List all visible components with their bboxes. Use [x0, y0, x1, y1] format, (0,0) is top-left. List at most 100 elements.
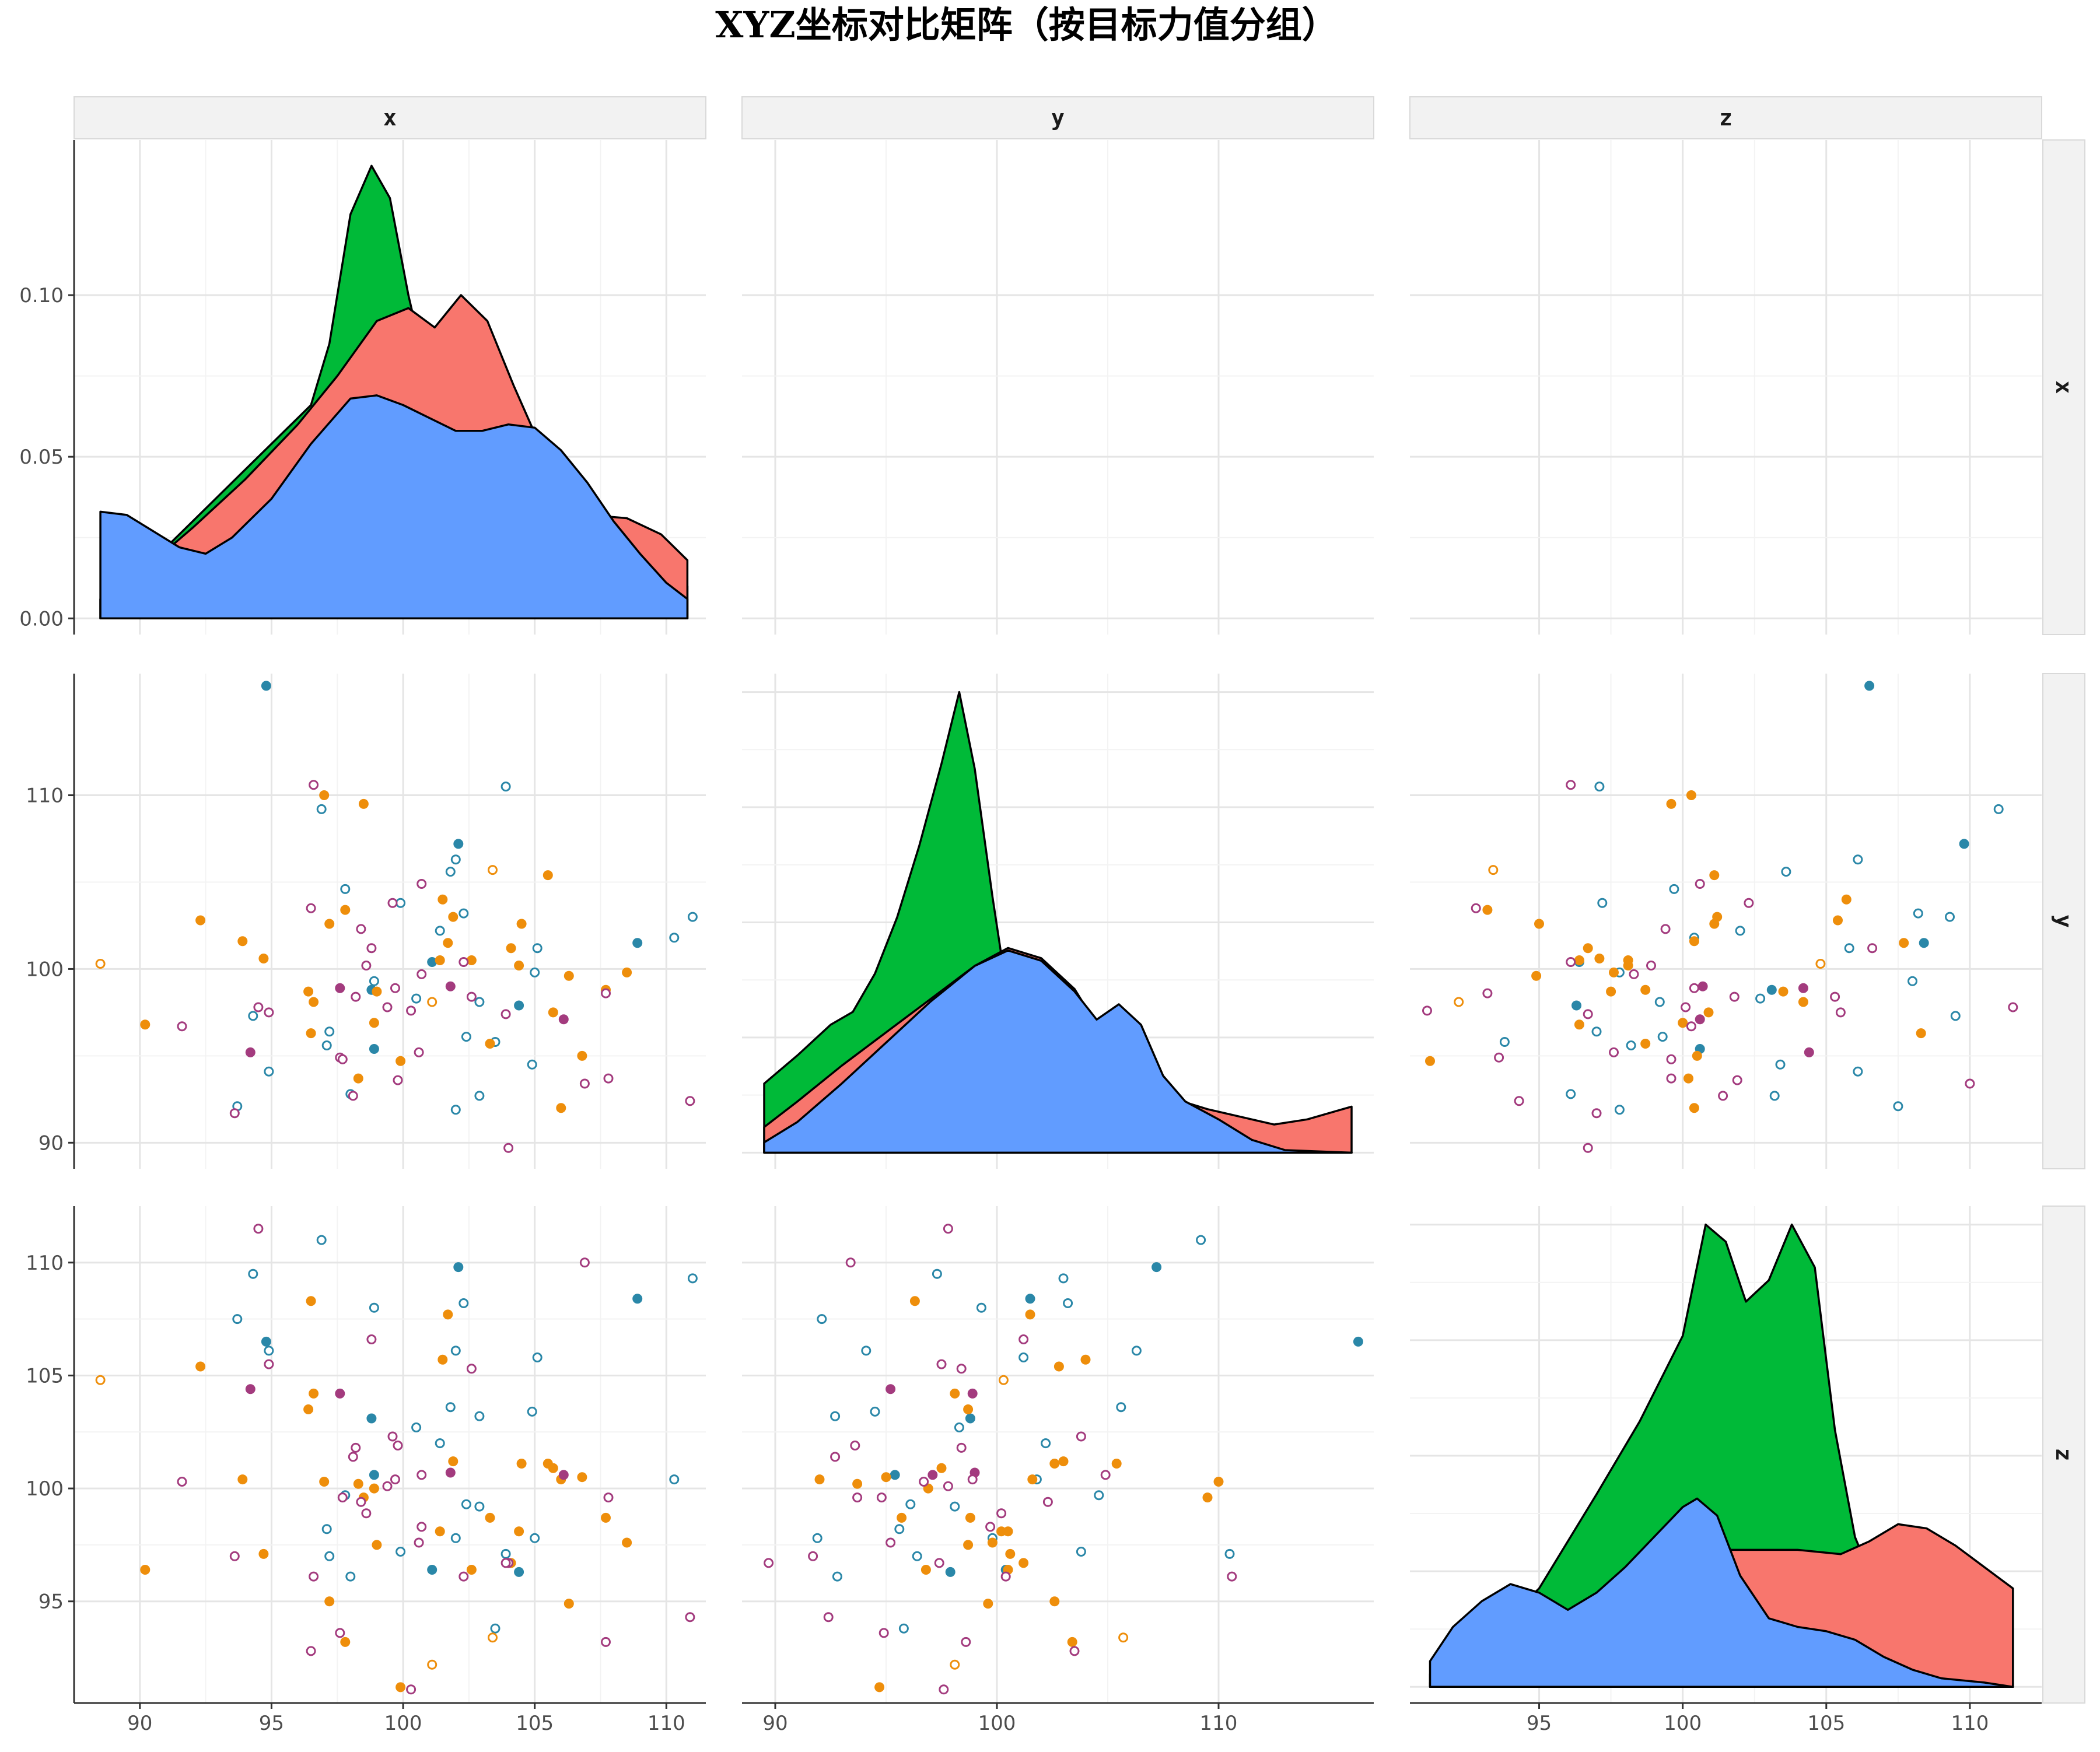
data-point-teal — [1781, 867, 1791, 877]
data-point-teal — [1993, 804, 2004, 814]
data-point-teal — [232, 1314, 243, 1324]
data-point-purple — [1609, 1047, 1619, 1057]
data-point-orange — [1709, 870, 1720, 881]
x-tick-label: 110 — [648, 1712, 685, 1735]
density-area-blue — [99, 394, 689, 620]
data-point-purple — [601, 1637, 611, 1647]
data-point-teal — [1913, 908, 1923, 919]
x-tick-label: 95 — [1527, 1712, 1552, 1735]
data-point-purple — [1804, 1047, 1814, 1057]
data-point-purple — [1583, 1143, 1593, 1153]
data-point-purple — [387, 898, 398, 908]
data-point-purple — [348, 1452, 358, 1462]
data-point-teal — [905, 1499, 916, 1509]
panel-x-vs-y — [742, 140, 1374, 635]
data-point-teal — [530, 967, 540, 977]
data-point-purple — [1566, 957, 1576, 967]
panel-background — [742, 1206, 1374, 1703]
data-point-purple — [445, 981, 456, 991]
data-point-purple — [501, 1558, 511, 1568]
data-point-teal — [411, 993, 422, 1004]
data-point-orange — [1054, 1361, 1064, 1372]
data-point-orange — [1482, 905, 1493, 915]
data-point-purple — [601, 988, 611, 998]
x-tick-label: 100 — [1664, 1712, 1702, 1735]
data-point-orange — [1678, 1018, 1688, 1028]
data-point-teal — [369, 1044, 379, 1054]
x-tick-label: 100 — [978, 1712, 1016, 1735]
data-point-teal — [687, 1273, 698, 1284]
data-point-teal — [1566, 1089, 1576, 1099]
data-point-teal — [861, 1345, 872, 1356]
data-point-orange — [396, 1682, 406, 1693]
data-point-orange — [466, 955, 477, 965]
data-point-orange — [438, 894, 448, 905]
data-point-purple — [1482, 988, 1493, 998]
data-point-purple — [919, 1477, 929, 1487]
data-point-orange — [195, 915, 206, 926]
data-point-teal — [530, 1533, 540, 1543]
data-point-teal — [954, 1422, 964, 1432]
data-point-teal — [1654, 997, 1665, 1007]
data-point-orange — [564, 970, 574, 981]
data-point-purple — [406, 1005, 416, 1016]
data-point-orange — [548, 1007, 558, 1018]
data-point-orange — [372, 986, 382, 997]
data-point-purple — [1835, 1007, 1846, 1018]
data-point-teal — [632, 1294, 643, 1304]
data-point-orange — [909, 1296, 920, 1306]
data-point-teal — [264, 1066, 274, 1077]
data-point-teal — [817, 1314, 827, 1324]
data-point-purple — [936, 1359, 947, 1369]
data-point-teal — [474, 997, 485, 1007]
data-point-orange — [1534, 919, 1544, 929]
chart-title: XYZ坐标对比矩阵（按目标力值分组） — [715, 3, 1338, 46]
data-point-orange — [1425, 1056, 1435, 1066]
data-point-orange — [514, 1526, 524, 1537]
data-point-orange — [443, 938, 453, 948]
data-point-teal — [321, 1524, 332, 1534]
data-point-orange — [1692, 1050, 1702, 1061]
data-point-teal — [396, 898, 406, 908]
data-point-purple — [416, 969, 427, 979]
data-point-purple — [764, 1558, 774, 1568]
data-point-orange — [1684, 1073, 1693, 1084]
data-point-orange — [1709, 919, 1720, 929]
data-point-orange — [1019, 1558, 1029, 1568]
data-point-teal — [453, 839, 464, 849]
data-point-purple — [361, 961, 372, 970]
data-point-teal — [1945, 912, 1955, 922]
data-point-orange — [506, 943, 516, 954]
data-point-orange — [140, 1019, 150, 1030]
panel-background — [74, 1206, 706, 1703]
data-point-orange — [1916, 1028, 1926, 1039]
data-point-purple — [1583, 1009, 1593, 1019]
data-point-orange — [140, 1565, 150, 1575]
data-point-orange — [1689, 1103, 1699, 1113]
data-point-teal — [427, 1565, 438, 1575]
data-point-orange — [1689, 936, 1699, 947]
data-point-orange — [1640, 984, 1651, 995]
data-point-purple — [876, 1492, 887, 1503]
data-point-teal — [324, 1551, 335, 1561]
data-point-purple — [416, 1470, 427, 1480]
data-point-purple — [361, 1508, 372, 1519]
data-point-orange — [1213, 1477, 1224, 1487]
data-point-orange — [1058, 1456, 1069, 1467]
data-point-orange — [1833, 915, 1843, 926]
data-point-orange — [1027, 1474, 1038, 1485]
data-point-orange — [516, 1459, 527, 1469]
strip-header-x — [74, 96, 706, 139]
data-point-orange — [577, 1472, 587, 1483]
data-point-purple — [306, 1646, 316, 1656]
data-point-teal — [450, 1105, 461, 1115]
data-point-purple — [956, 1442, 967, 1453]
data-point-purple — [1000, 1571, 1011, 1582]
data-point-purple — [309, 1571, 319, 1582]
data-point-orange — [577, 1050, 587, 1061]
data-point-teal — [453, 1262, 464, 1273]
data-point-teal — [1094, 1490, 1104, 1501]
data-point-purple — [1227, 1571, 1237, 1582]
data-point-orange — [1005, 1548, 1016, 1559]
data-point-purple — [1729, 991, 1740, 1002]
